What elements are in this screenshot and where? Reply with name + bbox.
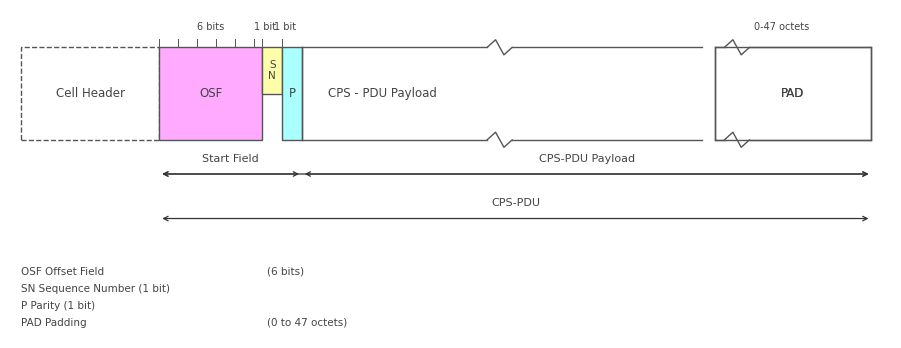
Text: P Parity (1 bit): P Parity (1 bit) — [21, 301, 95, 311]
Text: S
N: S N — [268, 60, 277, 81]
Text: CPS-PDU Payload: CPS-PDU Payload — [539, 154, 634, 164]
Text: PAD: PAD — [781, 87, 805, 100]
Text: PAD: PAD — [781, 87, 805, 100]
Text: 1 bit: 1 bit — [254, 22, 277, 32]
Bar — [262, 47, 282, 94]
Text: Start Field: Start Field — [203, 154, 259, 164]
Bar — [21, 47, 159, 140]
Text: OSF Offset Field: OSF Offset Field — [21, 267, 104, 277]
Text: OSF: OSF — [199, 87, 223, 100]
Text: CPS-PDU: CPS-PDU — [491, 198, 540, 208]
Bar — [282, 47, 302, 140]
Text: P: P — [288, 87, 296, 100]
Text: (0 to 47 octets): (0 to 47 octets) — [267, 318, 347, 328]
Text: (6 bits): (6 bits) — [267, 267, 304, 277]
Text: 0-47 octets: 0-47 octets — [754, 22, 809, 32]
Bar — [714, 47, 871, 140]
Text: CPS - PDU Payload: CPS - PDU Payload — [329, 87, 437, 100]
Text: 6 bits: 6 bits — [197, 22, 224, 32]
Bar — [159, 47, 262, 140]
Text: Cell Header: Cell Header — [56, 87, 124, 100]
Text: PAD Padding: PAD Padding — [21, 318, 86, 328]
Text: SN Sequence Number (1 bit): SN Sequence Number (1 bit) — [21, 284, 169, 294]
Text: 1 bit: 1 bit — [274, 22, 296, 32]
